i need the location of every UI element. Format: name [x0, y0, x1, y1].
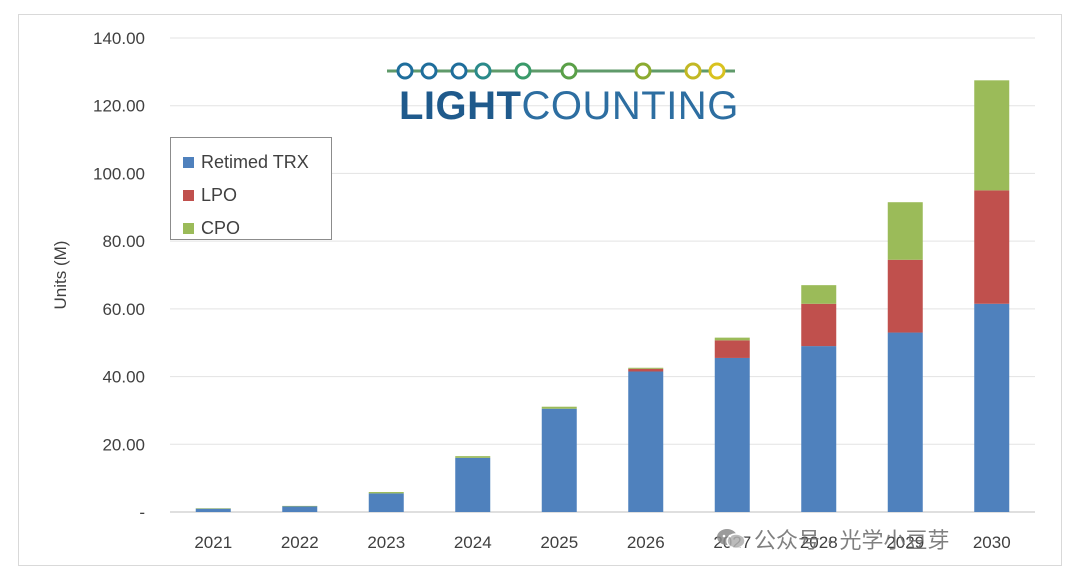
legend-swatch-lpo — [183, 190, 194, 201]
bar-cpo-2025 — [541, 406, 577, 409]
logo-circle — [474, 62, 492, 80]
bar-cpo-2022 — [282, 505, 318, 507]
bar-lpo-2029 — [887, 259, 923, 333]
bar-retimed-trx-2022 — [282, 506, 318, 512]
y-tick-label: 60.00 — [102, 300, 145, 319]
x-tick-label: 2025 — [540, 533, 578, 552]
legend-item-lpo: LPO — [183, 179, 331, 212]
logo-circle — [684, 62, 702, 80]
y-tick-label: - — [139, 503, 145, 522]
logo-circle — [450, 62, 468, 80]
bars — [195, 80, 1010, 512]
chart-legend: Retimed TRX LPO CPO — [170, 137, 332, 240]
bar-retimed-trx-2030 — [974, 303, 1010, 512]
x-tick-label: 2023 — [367, 533, 405, 552]
logo-circle — [514, 62, 532, 80]
bar-retimed-trx-2025 — [541, 408, 577, 512]
logo-circles — [387, 62, 735, 80]
logo-wordmark: LIGHTCOUNTING — [399, 84, 739, 129]
watermark: 公众号 · 光学小豆芽 — [716, 523, 950, 555]
bar-lpo-2026 — [628, 368, 664, 372]
x-tick-label: 2029 — [886, 533, 924, 552]
logo-text-regular: COUNTING — [521, 84, 739, 128]
bar-cpo-2021 — [195, 508, 231, 509]
bar-cpo-2029 — [887, 202, 923, 260]
x-tick-label: 2024 — [454, 533, 492, 552]
legend-swatch-cpo — [183, 223, 194, 234]
bar-cpo-2024 — [455, 456, 491, 458]
legend-label-cpo: CPO — [201, 218, 241, 238]
bar-retimed-trx-2024 — [455, 457, 491, 512]
y-axis-label: Units (M) — [51, 241, 70, 310]
bar-retimed-trx-2027 — [714, 357, 750, 512]
legend-swatch-retimed — [183, 157, 194, 168]
logo-circle — [396, 62, 414, 80]
y-axis-ticks: - 20.00 40.00 60.00 80.00 100.00 120.00 140.00 — [93, 29, 145, 522]
y-tick-label: 120.00 — [93, 97, 145, 116]
bar-retimed-trx-2028 — [801, 346, 837, 512]
legend-item-cpo: CPO — [183, 212, 331, 245]
bar-retimed-trx-2026 — [628, 371, 664, 512]
bar-lpo-2027 — [714, 340, 750, 358]
bar-retimed-trx-2023 — [368, 493, 404, 512]
legend-item-retimed: Retimed TRX — [183, 146, 331, 179]
x-tick-label: 2030 — [973, 533, 1011, 552]
legend-label-retimed: Retimed TRX — [201, 152, 309, 172]
bar-lpo-2030 — [974, 190, 1010, 304]
bar-cpo-2026 — [628, 367, 664, 369]
logo-circle — [560, 62, 578, 80]
bar-lpo-2028 — [801, 303, 837, 347]
wechat-icon — [716, 527, 746, 551]
lightcounting-logo: LIGHTCOUNTING — [385, 56, 740, 129]
logo-circle — [708, 62, 726, 80]
y-tick-label: 80.00 — [102, 232, 145, 251]
bar-cpo-2028 — [801, 285, 837, 304]
logo-text-bold: LIGHT — [399, 84, 522, 128]
y-tick-label: 40.00 — [102, 368, 145, 387]
x-tick-label: 2022 — [281, 533, 319, 552]
bar-cpo-2023 — [368, 492, 404, 494]
x-tick-label: 2021 — [194, 533, 232, 552]
bar-cpo-2027 — [714, 337, 750, 341]
bar-cpo-2030 — [974, 80, 1010, 191]
x-tick-label: 2028 — [800, 533, 838, 552]
logo-circle — [420, 62, 438, 80]
x-tick-label: 2026 — [627, 533, 665, 552]
bar-retimed-trx-2021 — [195, 508, 231, 512]
bar-retimed-trx-2029 — [887, 332, 923, 512]
logo-circle — [634, 62, 652, 80]
y-tick-label: 140.00 — [93, 29, 145, 48]
legend-label-lpo: LPO — [201, 185, 238, 205]
watermark-text: 公众号 · 光学小豆芽 — [754, 528, 950, 553]
y-tick-label: 20.00 — [102, 435, 145, 454]
y-tick-label: 100.00 — [93, 164, 145, 183]
